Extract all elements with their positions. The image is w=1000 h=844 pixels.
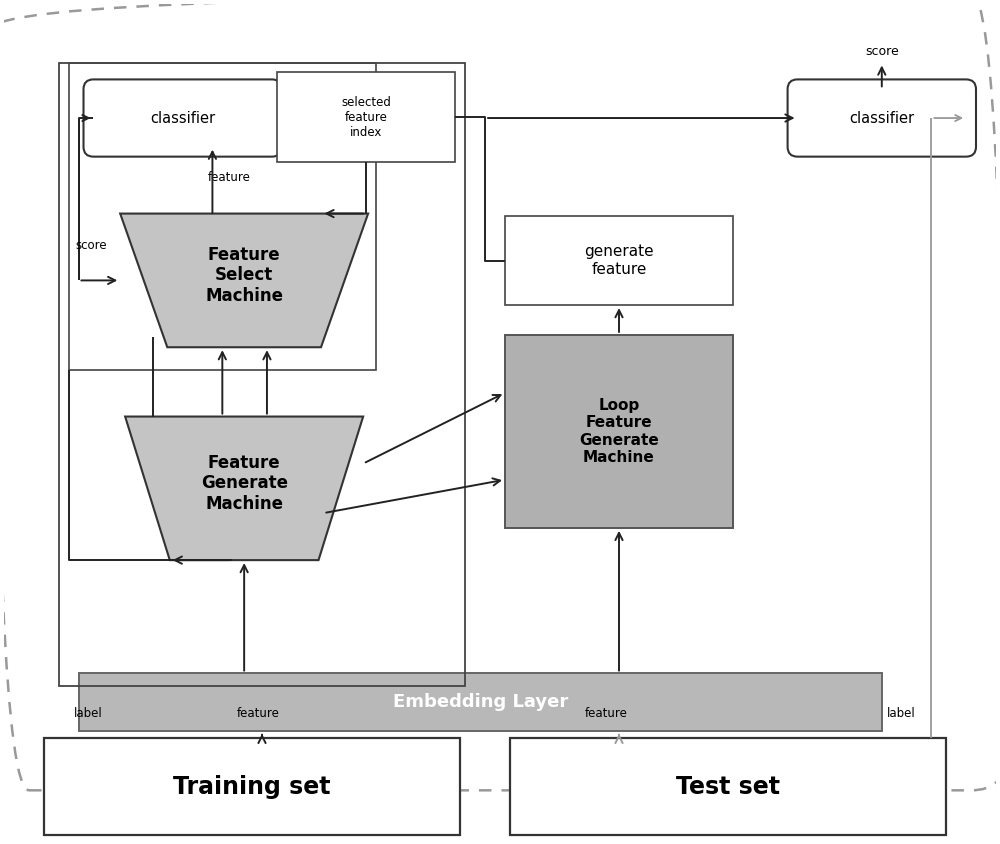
Polygon shape [120, 214, 368, 347]
FancyBboxPatch shape [510, 738, 946, 835]
Text: Loop
Feature
Generate
Machine: Loop Feature Generate Machine [579, 398, 659, 465]
Text: score: score [865, 45, 899, 57]
Text: feature: feature [237, 706, 280, 720]
Text: selected
feature
index: selected feature index [341, 95, 391, 138]
FancyBboxPatch shape [84, 79, 282, 157]
FancyBboxPatch shape [788, 79, 976, 157]
Text: Feature
Generate
Machine: Feature Generate Machine [201, 453, 288, 513]
Text: label: label [74, 706, 102, 720]
Text: score: score [76, 239, 107, 252]
Text: Test set: Test set [676, 775, 780, 799]
FancyBboxPatch shape [79, 674, 882, 731]
Text: feature: feature [207, 171, 250, 184]
FancyBboxPatch shape [277, 73, 455, 161]
Text: Feature
Select
Machine: Feature Select Machine [205, 246, 283, 306]
Text: Training set: Training set [173, 775, 331, 799]
Text: classifier: classifier [150, 111, 215, 126]
FancyBboxPatch shape [505, 335, 733, 528]
FancyBboxPatch shape [44, 738, 460, 835]
Text: feature: feature [584, 706, 627, 720]
Text: Embedding Layer: Embedding Layer [393, 693, 568, 711]
Polygon shape [125, 417, 363, 560]
Text: label: label [887, 706, 916, 720]
FancyBboxPatch shape [505, 216, 733, 306]
Text: classifier: classifier [849, 111, 914, 126]
Text: generate
feature: generate feature [584, 245, 654, 277]
